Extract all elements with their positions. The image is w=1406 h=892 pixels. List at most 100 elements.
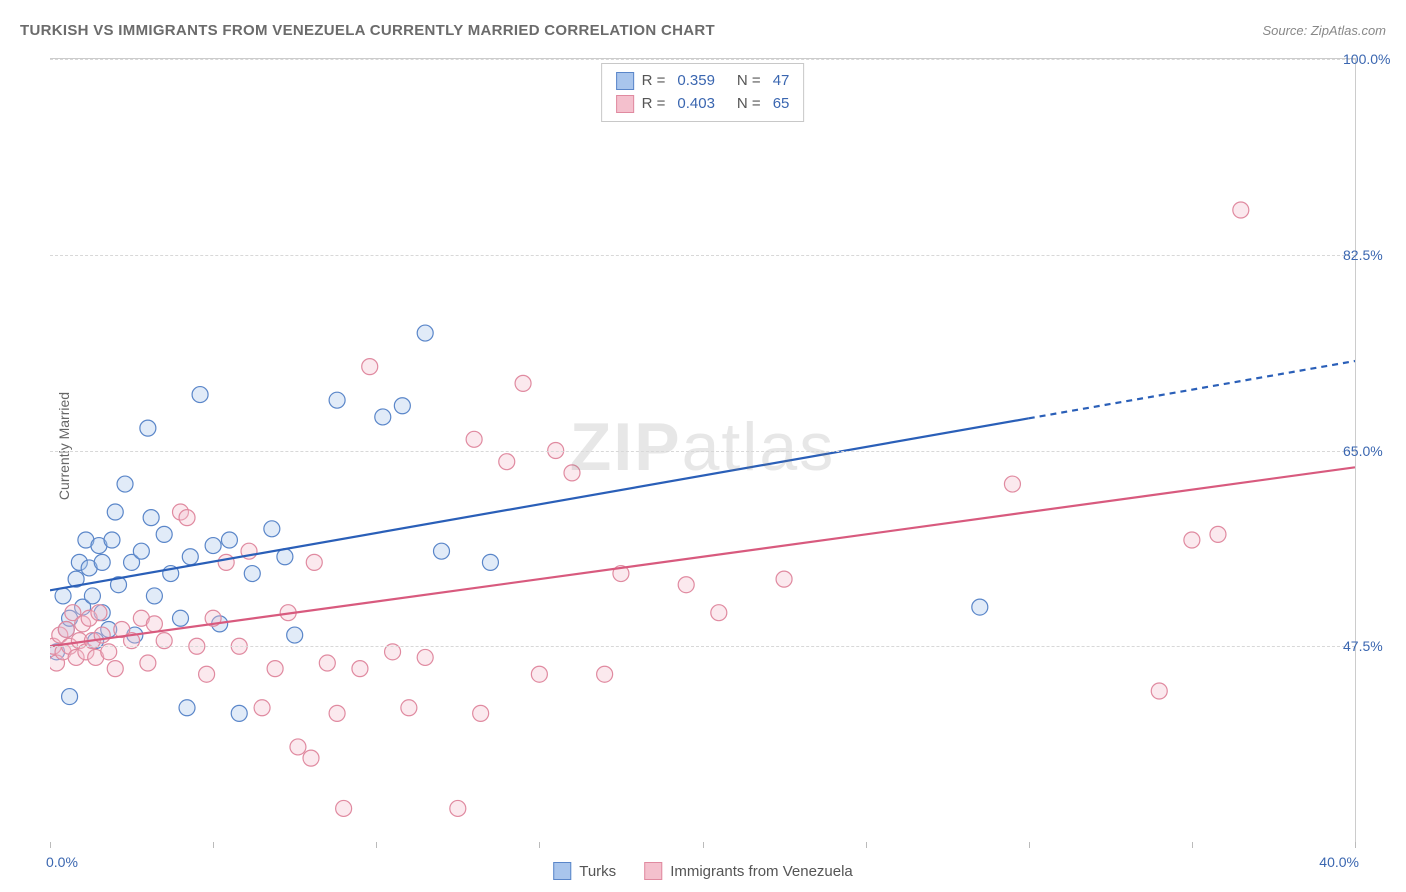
data-point xyxy=(303,750,319,766)
plot-area: ZIPatlas 47.5%65.0%82.5%100.0% 0.0% 40.0… xyxy=(50,58,1356,842)
data-point xyxy=(133,543,149,559)
data-point xyxy=(91,605,107,621)
trend-line xyxy=(50,418,1029,590)
data-point xyxy=(375,409,391,425)
data-point xyxy=(173,610,189,626)
data-point xyxy=(450,800,466,816)
data-point xyxy=(264,521,280,537)
x-tick xyxy=(703,842,704,848)
data-point xyxy=(143,510,159,526)
data-point xyxy=(329,392,345,408)
data-point xyxy=(776,571,792,587)
x-tick xyxy=(50,842,51,848)
data-point xyxy=(218,554,234,570)
data-point xyxy=(287,627,303,643)
data-point xyxy=(1233,202,1249,218)
data-point xyxy=(221,532,237,548)
data-point xyxy=(107,504,123,520)
n-value: 47 xyxy=(773,70,790,93)
grid-line xyxy=(50,59,1355,60)
r-value: 0.403 xyxy=(677,93,715,116)
x-tick xyxy=(866,842,867,848)
x-tick xyxy=(213,842,214,848)
data-point xyxy=(55,588,71,604)
correlation-legend: R =0.359N =47R =0.403N =65 xyxy=(601,63,805,122)
data-point xyxy=(499,454,515,470)
correlation-legend-row: R =0.359N =47 xyxy=(616,70,790,93)
y-tick-label: 82.5% xyxy=(1343,247,1403,263)
legend-item: Immigrants from Venezuela xyxy=(644,862,853,880)
data-point xyxy=(352,661,368,677)
legend-label: Immigrants from Venezuela xyxy=(670,863,853,880)
data-point xyxy=(254,700,270,716)
data-point xyxy=(117,476,133,492)
title-bar: TURKISH VS IMMIGRANTS FROM VENEZUELA CUR… xyxy=(20,22,1386,39)
legend-swatch xyxy=(644,862,662,880)
data-point xyxy=(140,420,156,436)
data-point xyxy=(205,538,221,554)
legend-swatch xyxy=(553,862,571,880)
data-point xyxy=(972,599,988,615)
data-point xyxy=(84,588,100,604)
data-point xyxy=(531,666,547,682)
data-point xyxy=(244,566,260,582)
data-point xyxy=(473,705,489,721)
grid-line xyxy=(50,255,1355,256)
data-point xyxy=(394,398,410,414)
n-label: N = xyxy=(737,93,761,116)
data-point xyxy=(1184,532,1200,548)
data-point xyxy=(231,705,247,721)
y-tick-label: 47.5% xyxy=(1343,638,1403,654)
y-tick-label: 100.0% xyxy=(1343,51,1403,67)
x-axis-max-label: 40.0% xyxy=(1319,854,1359,870)
data-point xyxy=(146,588,162,604)
legend-swatch xyxy=(616,72,634,90)
x-tick xyxy=(1029,842,1030,848)
chart-title: TURKISH VS IMMIGRANTS FROM VENEZUELA CUR… xyxy=(20,22,715,39)
data-point xyxy=(417,325,433,341)
data-point xyxy=(1210,526,1226,542)
data-point xyxy=(482,554,498,570)
y-tick-label: 65.0% xyxy=(1343,443,1403,459)
data-point xyxy=(199,666,215,682)
data-point xyxy=(140,655,156,671)
data-point xyxy=(362,359,378,375)
r-label: R = xyxy=(642,70,666,93)
x-tick xyxy=(539,842,540,848)
x-tick xyxy=(1355,842,1356,848)
data-point xyxy=(179,510,195,526)
data-point xyxy=(182,549,198,565)
x-tick xyxy=(1192,842,1193,848)
data-point xyxy=(417,649,433,665)
grid-line xyxy=(50,646,1355,647)
data-point xyxy=(319,655,335,671)
data-point xyxy=(156,526,172,542)
data-point xyxy=(401,700,417,716)
trend-line-extrapolated xyxy=(1029,361,1355,418)
data-point xyxy=(336,800,352,816)
series-legend: Turks Immigrants from Venezuela xyxy=(553,862,853,880)
data-point xyxy=(192,387,208,403)
data-point xyxy=(329,705,345,721)
data-point xyxy=(515,375,531,391)
legend-item: Turks xyxy=(553,862,616,880)
source-label: Source: ZipAtlas.com xyxy=(1262,23,1386,38)
data-point xyxy=(466,431,482,447)
data-point xyxy=(564,465,580,481)
legend-swatch xyxy=(616,95,634,113)
data-point xyxy=(146,616,162,632)
grid-line xyxy=(50,451,1355,452)
legend-label: Turks xyxy=(579,863,616,880)
data-point xyxy=(94,554,110,570)
r-value: 0.359 xyxy=(677,70,715,93)
r-label: R = xyxy=(642,93,666,116)
data-point xyxy=(434,543,450,559)
chart-container: TURKISH VS IMMIGRANTS FROM VENEZUELA CUR… xyxy=(0,0,1406,892)
data-point xyxy=(267,661,283,677)
x-axis-min-label: 0.0% xyxy=(46,854,78,870)
correlation-legend-row: R =0.403N =65 xyxy=(616,93,790,116)
data-point xyxy=(277,549,293,565)
data-point xyxy=(179,700,195,716)
data-point xyxy=(58,621,74,637)
data-point xyxy=(104,532,120,548)
